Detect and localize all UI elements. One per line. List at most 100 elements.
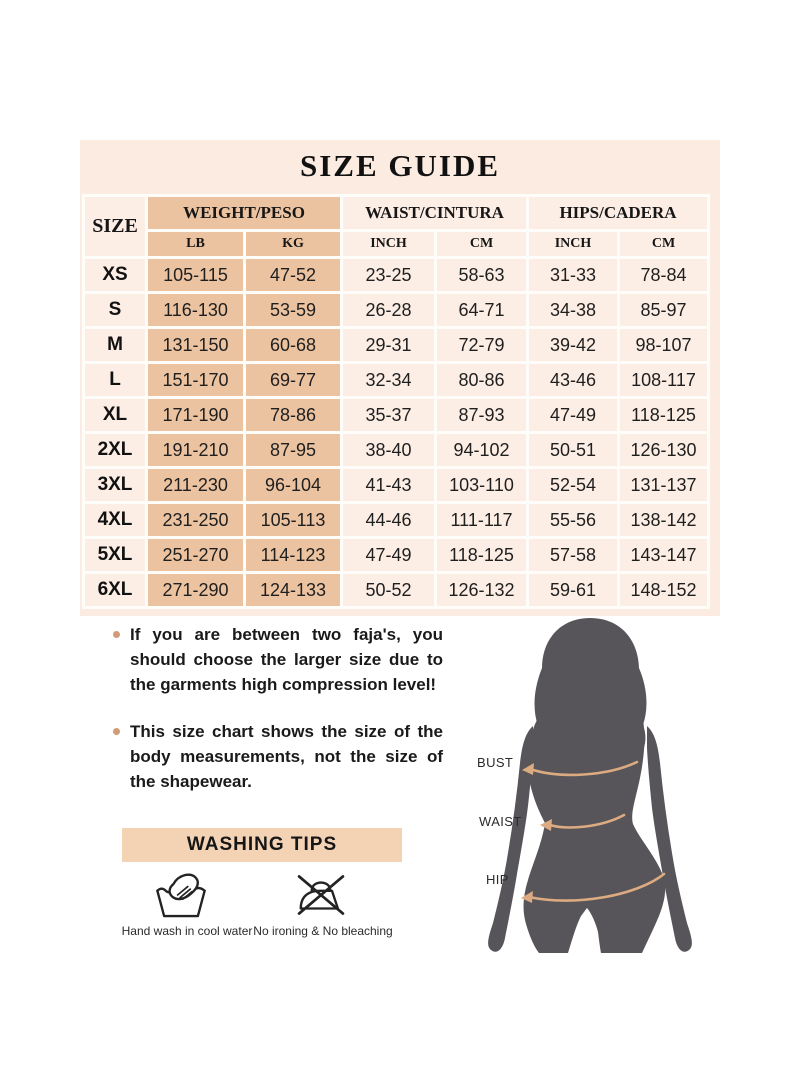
bullet-dot-icon bbox=[113, 631, 120, 638]
subheader-hips-cm: CM bbox=[620, 232, 707, 256]
hip-arrowhead bbox=[521, 891, 533, 903]
arrowhead-icons bbox=[521, 763, 552, 903]
cell-waist-inch: 26-28 bbox=[343, 294, 434, 326]
cell-lb: 131-150 bbox=[148, 329, 243, 361]
cell-waist-cm: 94-102 bbox=[437, 434, 526, 466]
cell-kg: 60-68 bbox=[246, 329, 340, 361]
cell-waist-inch: 44-46 bbox=[343, 504, 434, 536]
note-text: This size chart shows the size of the bo… bbox=[130, 722, 443, 791]
cell-lb: 271-290 bbox=[148, 574, 243, 606]
table-row-6xl: 6XL 271-290 124-133 50-52 126-132 59-61 … bbox=[85, 574, 707, 606]
column-header-size: SIZE bbox=[85, 197, 145, 256]
waist-arrowhead bbox=[540, 819, 552, 831]
washing-caption: Hand wash in cool water bbox=[121, 924, 253, 938]
size-label: 4XL bbox=[85, 504, 145, 536]
table-row-3xl: 3XL 211-230 96-104 41-43 103-110 52-54 1… bbox=[85, 469, 707, 501]
subheader-lb: LB bbox=[148, 232, 243, 256]
cell-waist-inch: 29-31 bbox=[343, 329, 434, 361]
cell-waist-inch: 50-52 bbox=[343, 574, 434, 606]
cell-waist-inch: 35-37 bbox=[343, 399, 434, 431]
cell-lb: 211-230 bbox=[148, 469, 243, 501]
cell-lb: 251-270 bbox=[148, 539, 243, 571]
washing-caption: No ironing & No bleaching bbox=[253, 924, 393, 938]
cell-waist-cm: 80-86 bbox=[437, 364, 526, 396]
measurement-label-hip: HIP bbox=[486, 872, 509, 887]
size-label: 2XL bbox=[85, 434, 145, 466]
silhouette-right-arm bbox=[647, 726, 692, 952]
cell-lb: 151-170 bbox=[148, 364, 243, 396]
table-row-5xl: 5XL 251-270 114-123 47-49 118-125 57-58 … bbox=[85, 539, 707, 571]
cell-hips-inch: 52-54 bbox=[529, 469, 617, 501]
size-label: L bbox=[85, 364, 145, 396]
no-iron-icon bbox=[297, 875, 345, 915]
cell-hips-cm: 143-147 bbox=[620, 539, 707, 571]
cell-hips-inch: 43-46 bbox=[529, 364, 617, 396]
size-label: 5XL bbox=[85, 539, 145, 571]
cell-hips-cm: 108-117 bbox=[620, 364, 707, 396]
cell-lb: 171-190 bbox=[148, 399, 243, 431]
table-group-header-row: SIZE WEIGHT/PESO WAIST/CINTURA HIPS/CADE… bbox=[85, 197, 707, 256]
cell-waist-cm: 72-79 bbox=[437, 329, 526, 361]
size-label: XL bbox=[85, 399, 145, 431]
silhouette-left-arm bbox=[488, 726, 533, 952]
cell-hips-inch: 31-33 bbox=[529, 259, 617, 291]
silhouette-hair bbox=[534, 618, 647, 767]
cell-kg: 105-113 bbox=[246, 504, 340, 536]
size-label: M bbox=[85, 329, 145, 361]
size-label: 6XL bbox=[85, 574, 145, 606]
note-item: If you are between two faja's, you shoul… bbox=[113, 622, 443, 697]
table-row-xl: XL 171-190 78-86 35-37 87-93 47-49 118-1… bbox=[85, 399, 707, 431]
cell-kg: 87-95 bbox=[246, 434, 340, 466]
waist-arc bbox=[545, 813, 626, 829]
size-label: XS bbox=[85, 259, 145, 291]
page-title: SIZE GUIDE bbox=[299, 148, 501, 183]
silhouette-torso-legs bbox=[523, 720, 666, 953]
measurement-label-bust: BUST bbox=[477, 755, 514, 770]
cell-waist-cm: 58-63 bbox=[437, 259, 526, 291]
cell-waist-inch: 32-34 bbox=[343, 364, 434, 396]
bust-arrowhead bbox=[522, 763, 534, 775]
hand-wash-icon bbox=[156, 873, 206, 918]
cell-lb: 191-210 bbox=[148, 434, 243, 466]
cell-hips-cm: 148-152 bbox=[620, 574, 707, 606]
cell-kg: 78-86 bbox=[246, 399, 340, 431]
cell-hips-inch: 34-38 bbox=[529, 294, 617, 326]
cell-waist-cm: 111-117 bbox=[437, 504, 526, 536]
cell-hips-cm: 126-130 bbox=[620, 434, 707, 466]
cell-hips-inch: 55-56 bbox=[529, 504, 617, 536]
cell-hips-cm: 118-125 bbox=[620, 399, 707, 431]
cell-kg: 47-52 bbox=[246, 259, 340, 291]
woman-silhouette bbox=[488, 618, 692, 953]
bust-arc bbox=[528, 760, 639, 777]
cell-waist-cm: 103-110 bbox=[437, 469, 526, 501]
table-row-4xl: 4XL 231-250 105-113 44-46 111-117 55-56 … bbox=[85, 504, 707, 536]
cell-hips-cm: 78-84 bbox=[620, 259, 707, 291]
notes-section: If you are between two faja's, you shoul… bbox=[113, 622, 443, 816]
cell-hips-cm: 98-107 bbox=[620, 329, 707, 361]
cell-lb: 116-130 bbox=[148, 294, 243, 326]
cell-hips-inch: 59-61 bbox=[529, 574, 617, 606]
size-label: S bbox=[85, 294, 145, 326]
washing-tips-title: WASHING TIPS bbox=[186, 834, 338, 855]
subheader-hips-inch: INCH bbox=[529, 232, 617, 256]
washing-tips-band: WASHING TIPS bbox=[122, 828, 402, 862]
size-table: SIZE WEIGHT/PESO WAIST/CINTURA HIPS/CADE… bbox=[82, 194, 710, 609]
table-row-l: L 151-170 69-77 32-34 80-86 43-46 108-11… bbox=[85, 364, 707, 396]
subheader-waist-inch: INCH bbox=[343, 232, 434, 256]
cell-waist-inch: 23-25 bbox=[343, 259, 434, 291]
cell-waist-cm: 87-93 bbox=[437, 399, 526, 431]
table-row-m: M 131-150 60-68 29-31 72-79 39-42 98-107 bbox=[85, 329, 707, 361]
body-measurement-figure bbox=[488, 618, 692, 953]
cell-kg: 124-133 bbox=[246, 574, 340, 606]
note-text: If you are between two faja's, you shoul… bbox=[130, 625, 443, 694]
cell-kg: 114-123 bbox=[246, 539, 340, 571]
measurement-label-waist: WAIST bbox=[479, 814, 522, 829]
size-label: 3XL bbox=[85, 469, 145, 501]
cell-hips-inch: 39-42 bbox=[529, 329, 617, 361]
table-row-xs: XS 105-115 47-52 23-25 58-63 31-33 78-84 bbox=[85, 259, 707, 291]
cell-waist-inch: 47-49 bbox=[343, 539, 434, 571]
column-header-weight: WEIGHT/PESO bbox=[148, 197, 340, 229]
subheader-kg: KG bbox=[246, 232, 340, 256]
bullet-dot-icon bbox=[113, 728, 120, 735]
cell-hips-inch: 47-49 bbox=[529, 399, 617, 431]
